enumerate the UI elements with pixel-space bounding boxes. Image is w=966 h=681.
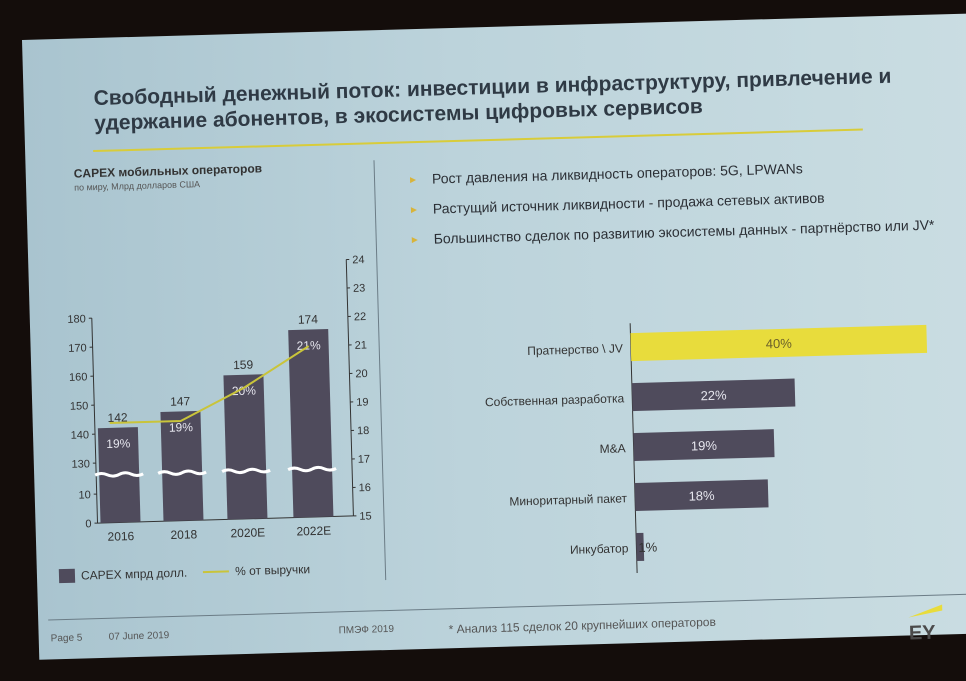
y-tick-label: 150 bbox=[70, 400, 89, 413]
y-tick-label: 140 bbox=[71, 429, 90, 442]
bullet-item: ▸ Большинство сделок по развитию экосисте… bbox=[407, 214, 947, 249]
x-tick-label: 2020E bbox=[230, 525, 265, 540]
y2-tick-label: 24 bbox=[352, 254, 365, 266]
bar-value-label: 147 bbox=[170, 394, 191, 409]
bar-2018 bbox=[160, 410, 204, 522]
deals-chart: Пратнерство \ JV 40% Собственная разработк… bbox=[485, 323, 928, 574]
percent-label: 20% bbox=[232, 383, 257, 398]
arrow-icon: ▸ bbox=[410, 202, 418, 217]
legend-line-swatch bbox=[203, 570, 230, 574]
slide-title: Свободный денежный поток: инвестиции в и… bbox=[93, 64, 892, 136]
legend-bar-swatch bbox=[58, 568, 76, 584]
category-label: Инкубатор bbox=[570, 541, 629, 557]
bullet-text: Растущий источник ликвидности - продажа … bbox=[432, 189, 825, 217]
footer-rule bbox=[48, 593, 966, 621]
y-axis-right bbox=[345, 259, 354, 516]
axis-break-mark bbox=[94, 471, 144, 478]
y-tick-label: 130 bbox=[71, 458, 90, 471]
y2-tick-label: 20 bbox=[355, 368, 368, 380]
category-label: Миноритарный пакет bbox=[509, 491, 628, 508]
bullet-item: ▸ Рост давления на ликвидность операторов… bbox=[406, 154, 946, 189]
hbar-value-label: 1% bbox=[638, 539, 658, 555]
y-tick-label: 10 bbox=[78, 489, 91, 501]
hbar-3 bbox=[634, 479, 769, 512]
ey-logo: EY bbox=[908, 604, 943, 644]
category-label: M&A bbox=[599, 441, 625, 456]
y2-tick-label: 17 bbox=[358, 453, 371, 465]
arrow-icon: ▸ bbox=[409, 172, 417, 187]
hbar-4 bbox=[636, 532, 645, 562]
y-axis-left bbox=[91, 318, 99, 524]
hbar-value-label: 22% bbox=[700, 387, 727, 403]
y2-tick-label: 19 bbox=[356, 396, 369, 408]
category-label: Собственная разработка bbox=[485, 391, 625, 409]
arrow-icon: ▸ bbox=[411, 232, 418, 247]
bar-2020E bbox=[223, 374, 268, 520]
percent-label: 19% bbox=[106, 436, 131, 451]
legend-capex: CAPEX мпрд долл. bbox=[80, 565, 188, 583]
x-tick-label: 2018 bbox=[170, 527, 197, 542]
legend-percent: % от выручки bbox=[234, 562, 311, 579]
hbar-2 bbox=[633, 429, 775, 462]
x-tick-label: 2022E bbox=[296, 524, 331, 539]
footer-page: Page 5 bbox=[50, 632, 83, 645]
y2-tick-label: 15 bbox=[359, 510, 372, 522]
footer-date: 07 June 2019 bbox=[108, 630, 170, 643]
hbar-value-label: 19% bbox=[691, 438, 718, 454]
bar-value-label: 142 bbox=[107, 410, 128, 425]
footer-note: * Анализ 115 сделок 20 крупнейших операт… bbox=[448, 614, 717, 637]
y2-tick-label: 21 bbox=[355, 339, 368, 351]
axis-break-mark bbox=[221, 467, 271, 475]
axis-break-mark bbox=[287, 465, 337, 473]
bullet-text: Большинство сделок по развитию экосистем… bbox=[433, 216, 935, 247]
bullet-text: Рост давления на ликвидность операторов:… bbox=[431, 160, 803, 187]
hbar-value-label: 40% bbox=[766, 336, 793, 352]
bar-value-label: 159 bbox=[233, 358, 254, 373]
y2-tick-label: 18 bbox=[357, 425, 370, 437]
y-tick-label: 170 bbox=[68, 342, 87, 355]
hbar-0 bbox=[630, 324, 928, 362]
hbar-value-label: 18% bbox=[688, 488, 715, 504]
slide: Свободный денежный поток: инвестиции в и… bbox=[22, 13, 966, 660]
bullet-list: ▸ Рост давления на ликвидность операторов… bbox=[406, 154, 948, 259]
y2-tick-label: 23 bbox=[353, 283, 366, 295]
x-tick-label: 2016 bbox=[107, 529, 134, 544]
y-tick-label: 0 bbox=[85, 518, 91, 530]
axis-break-mark bbox=[157, 469, 207, 476]
percent-label: 19% bbox=[169, 420, 194, 435]
y2-tick-label: 22 bbox=[354, 311, 367, 323]
bar-2022E bbox=[288, 328, 334, 518]
category-label: Пратнерство \ JV bbox=[527, 341, 623, 358]
svg-text:EY: EY bbox=[909, 622, 937, 644]
hbar-1 bbox=[631, 378, 796, 412]
capex-chart: 0 10 130 140 150 160 170 180 15 16 17 18 19 20 21 22 23 2… bbox=[67, 254, 372, 544]
y-tick-label: 180 bbox=[67, 313, 86, 326]
y-tick-label: 160 bbox=[69, 371, 88, 384]
percent-line bbox=[109, 345, 310, 424]
bar-value-label: 174 bbox=[298, 312, 319, 327]
bullet-item: ▸ Растущий источник ликвидности - продажа… bbox=[407, 184, 947, 219]
y2-tick-label: 16 bbox=[358, 482, 371, 494]
footer-event: ПМЭФ 2019 bbox=[338, 623, 395, 637]
